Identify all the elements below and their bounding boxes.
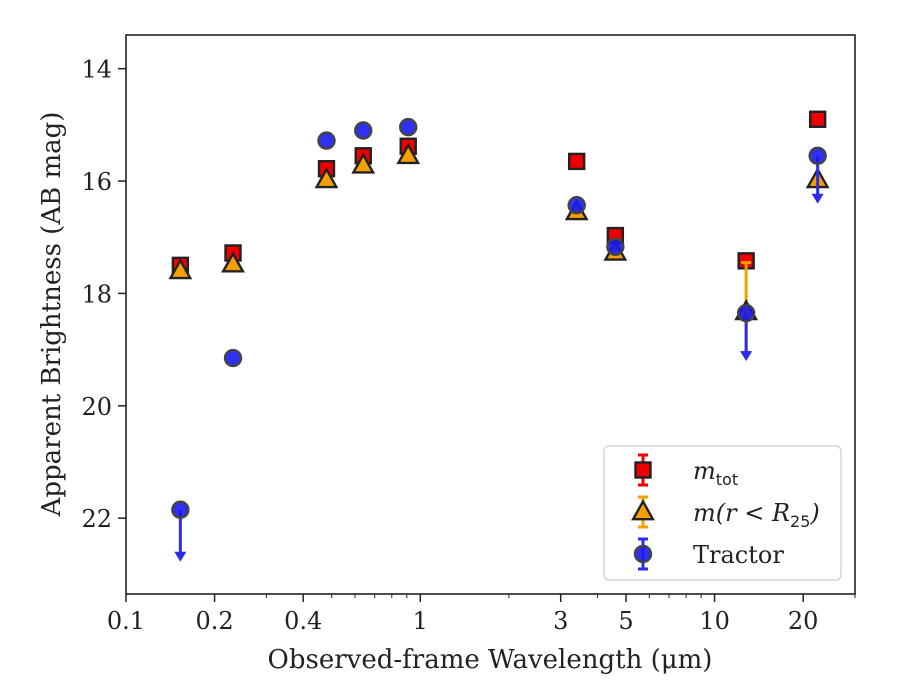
- legend-marker-square: [634, 461, 652, 479]
- data-point: [351, 152, 376, 174]
- plot-frame: [125, 34, 856, 595]
- upper-limit-arrowhead: [811, 193, 824, 204]
- y-tick-label: 22: [81, 505, 112, 533]
- data-point: [314, 166, 339, 189]
- data-point: [399, 117, 418, 137]
- data-point: [606, 237, 625, 257]
- legend-marker-circle: [633, 544, 653, 564]
- legend-marker-triangle: [631, 498, 655, 521]
- data-point: [223, 348, 243, 368]
- series-triangle: [168, 142, 830, 354]
- legend-box: [603, 445, 842, 581]
- x-tick-label: 3: [553, 607, 568, 635]
- x-tick-label: 0.2: [196, 607, 234, 635]
- x-tick-label: 0.1: [107, 607, 145, 635]
- x-tick-label: 5: [618, 607, 633, 635]
- y-tick-label: 14: [81, 56, 112, 84]
- data-point: [808, 146, 827, 165]
- y-tick-label: 18: [81, 280, 112, 308]
- y-axis: 14 16 18 20 22: [81, 56, 126, 533]
- series-circle: [171, 117, 827, 562]
- upper-limit-arrowhead: [174, 551, 187, 562]
- data-point: [568, 152, 586, 171]
- plot-area: [168, 110, 830, 562]
- legend-label: mtot: [693, 457, 738, 489]
- x-tick-label: 10: [699, 607, 730, 635]
- x-tick-label: 20: [788, 607, 819, 635]
- series-square: [171, 110, 827, 275]
- x-tick-label: 1: [413, 607, 428, 635]
- data-point: [736, 303, 756, 323]
- data-point: [221, 251, 245, 273]
- legend: mtot m(r < R25) Tractor: [603, 445, 842, 581]
- data-point: [567, 196, 586, 215]
- data-point: [354, 121, 373, 140]
- y-tick-label: 16: [81, 168, 112, 196]
- x-axis-label: Observed-frame Wavelength (μm): [268, 645, 713, 675]
- data-point: [317, 131, 336, 150]
- data-point: [396, 142, 421, 165]
- data-point: [168, 257, 193, 280]
- legend-label: Tractor: [693, 541, 784, 569]
- legend-label: m(r < R25): [693, 499, 820, 531]
- x-tick-label: 0.4: [284, 607, 322, 635]
- y-tick-label: 20: [81, 393, 112, 421]
- data-point: [171, 500, 190, 519]
- y-axis-label: Apparent Brightness (AB mag): [37, 112, 67, 518]
- upper-limit-arrowhead: [740, 351, 753, 362]
- data-point: [808, 110, 827, 128]
- x-axis: 0.1 0.2 0.4 1 3 5 10 20: [107, 594, 856, 635]
